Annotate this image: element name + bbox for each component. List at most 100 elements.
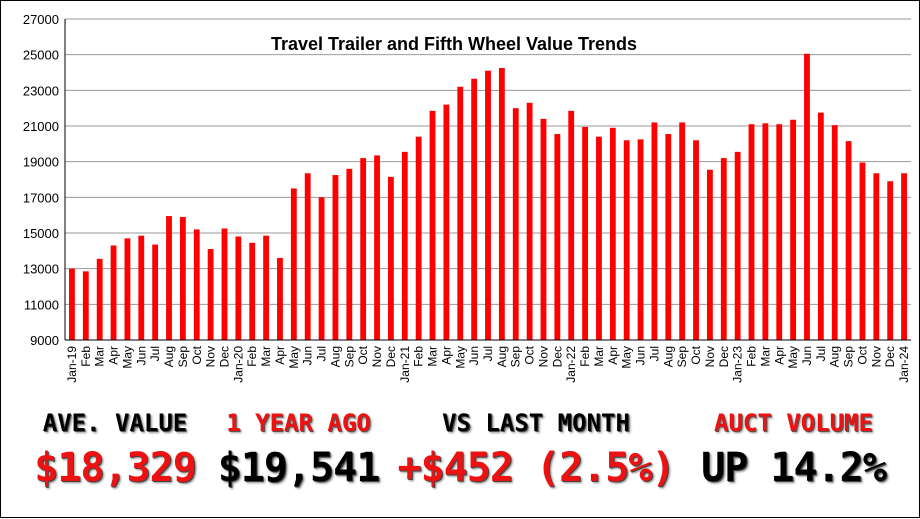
bar — [457, 86, 464, 341]
bar — [138, 235, 145, 340]
x-tick-label: Mar — [426, 346, 440, 367]
x-tick-label: Oct — [689, 345, 703, 364]
x-tick-label: Feb — [745, 346, 759, 367]
x-tick-label: Jan-19 — [65, 346, 79, 383]
y-tick-label: 15000 — [23, 226, 59, 241]
x-tick-label: Sep — [176, 346, 190, 368]
x-tick-label: Dec — [717, 346, 731, 367]
bar — [249, 242, 256, 340]
bar — [429, 110, 436, 340]
bar — [845, 141, 852, 340]
bar — [776, 124, 783, 340]
bar — [623, 140, 630, 340]
bar — [318, 197, 325, 340]
stat-vs-last-month: VS LAST MONTH +$452 (2.5%) — [386, 401, 686, 491]
y-tick-label: 11000 — [24, 297, 59, 312]
x-tick-label: Jun — [301, 346, 315, 365]
x-tick-label: Dec — [217, 346, 231, 367]
bar — [582, 126, 588, 340]
x-tick-label: Jul — [315, 346, 329, 361]
y-tick-label: 27000 — [23, 12, 59, 27]
x-tick-label: Jun — [800, 346, 814, 365]
bar — [96, 258, 103, 340]
bar — [540, 118, 547, 341]
bar — [831, 125, 838, 340]
stat-year-ago: 1 YEAR AGO $19,541 — [206, 401, 391, 491]
y-tick-label: 23000 — [23, 83, 59, 98]
bar — [69, 268, 75, 340]
bar — [859, 162, 866, 340]
bar — [637, 139, 644, 341]
x-tick-label: Jan-21 — [398, 346, 412, 383]
bar — [179, 216, 186, 340]
bar — [374, 155, 380, 340]
x-tick-label: Jun — [634, 346, 648, 365]
y-tick-label: 21000 — [23, 119, 59, 134]
bar — [82, 271, 89, 340]
x-tick-label: Jul — [148, 346, 162, 361]
bar — [762, 123, 769, 340]
bar — [152, 244, 159, 340]
bar — [471, 78, 478, 341]
bar — [790, 119, 797, 340]
bar — [193, 229, 200, 340]
bar — [332, 175, 339, 340]
x-tick-label: Nov — [703, 346, 717, 367]
x-tick-label: Oct — [190, 345, 204, 364]
x-tick-label: Sep — [509, 346, 523, 368]
bar — [554, 134, 561, 340]
x-tick-label: Oct — [356, 345, 370, 364]
x-tick-label: Feb — [578, 346, 592, 367]
bar — [665, 134, 672, 340]
x-tick-label: Mar — [592, 346, 606, 367]
bar — [346, 168, 353, 340]
x-tick-label: Sep — [342, 346, 356, 368]
x-tick-label: Sep — [675, 346, 689, 368]
x-tick-label: May — [453, 346, 467, 369]
x-tick-label: Nov — [536, 346, 550, 367]
bar — [304, 173, 311, 340]
bar — [401, 151, 408, 340]
bar — [748, 124, 755, 340]
x-tick-label: Jan-22 — [564, 346, 578, 383]
x-tick-label: May — [287, 346, 301, 369]
y-axis-ticks: 9000 11000 13000 15000 17000 19000 21000 23000 2… — [23, 12, 59, 348]
x-tick-label: Dec — [883, 346, 897, 367]
x-tick-label: May — [786, 346, 800, 369]
x-tick-label: Apr — [606, 346, 620, 365]
y-tick-label: 25000 — [23, 48, 59, 63]
stat-value: $18,329 — [34, 445, 197, 491]
bar — [887, 181, 894, 340]
bar — [706, 169, 713, 340]
x-tick-label: May — [120, 346, 134, 369]
bar — [873, 173, 880, 340]
stat-auct-volume: AUCT VOLUME UP 14.2% — [681, 401, 906, 491]
x-tick-label: Feb — [79, 346, 93, 367]
x-tick-label: Apr — [273, 346, 287, 365]
bar — [221, 228, 228, 340]
x-tick-label: Jun — [467, 346, 481, 365]
bar — [290, 188, 297, 340]
bar — [596, 136, 602, 340]
stat-label: AVE. VALUE — [42, 409, 188, 437]
stats-panel: AVE. VALUE $18,329 1 YEAR AGO $19,541 VS… — [1, 401, 920, 519]
bar — [498, 68, 505, 340]
y-tick-label: 17000 — [23, 190, 59, 205]
bar — [207, 249, 214, 340]
bar — [263, 235, 270, 340]
bar — [443, 104, 450, 340]
bar — [235, 236, 242, 340]
x-tick-label: Aug — [661, 346, 675, 367]
bar — [693, 140, 699, 340]
bar — [804, 53, 810, 341]
x-tick-label: Nov — [204, 346, 218, 367]
x-tick-label: Jan-24 — [897, 346, 911, 383]
x-tick-label: Sep — [842, 346, 856, 368]
bar — [609, 127, 616, 340]
x-tick-label: Dec — [384, 346, 398, 367]
bar — [110, 245, 117, 340]
x-tick-label: Aug — [162, 346, 176, 367]
stat-value: +$452 (2.5%) — [397, 445, 676, 491]
x-tick-label: Jul — [814, 346, 828, 361]
bar — [734, 151, 741, 340]
